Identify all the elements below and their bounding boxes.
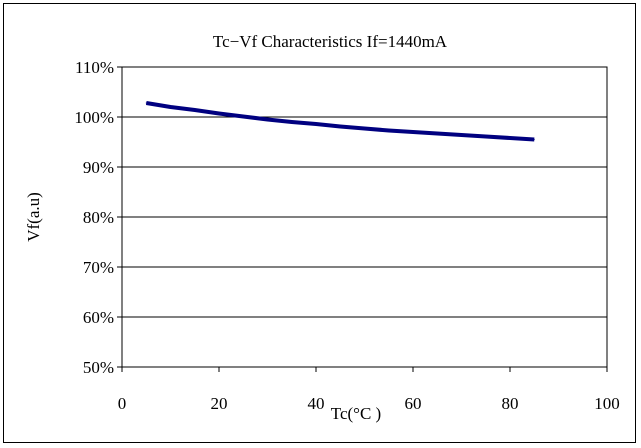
data-point [145, 102, 147, 104]
data-point [267, 119, 268, 120]
y-tick-labels: 110% 100% 90% 80% 70% 60% 50% [74, 58, 122, 377]
chart-title: Tc−Vf Characteristics If=1440mA [213, 32, 448, 51]
y-tick-label: 70% [83, 258, 114, 277]
x-tick-label: 60 [405, 394, 422, 413]
data-point [388, 130, 390, 131]
data-point [364, 128, 365, 129]
x-tick-label: 0 [118, 394, 127, 413]
data-point [315, 123, 317, 125]
data-point [485, 136, 487, 137]
y-tick-label: 50% [83, 358, 114, 377]
x-axis-label: Tc(°C ) [331, 404, 381, 423]
series-group [145, 101, 535, 142]
data-point [339, 126, 341, 127]
data-point [242, 116, 244, 117]
y-tick-label: 90% [83, 158, 114, 177]
data-point [509, 137, 511, 139]
data-point [412, 131, 414, 133]
data-point [218, 113, 220, 114]
x-tick-labels: 0 20 40 60 80 100 [118, 367, 620, 413]
data-point [170, 106, 171, 108]
data-point [533, 139, 535, 140]
x-tick-label: 40 [308, 394, 325, 413]
x-tick-label: 80 [502, 394, 519, 413]
x-tick-label: 20 [211, 394, 228, 413]
data-point [194, 109, 196, 111]
y-tick-label: 80% [83, 208, 114, 227]
y-axis-label: Vf(a.u) [24, 192, 43, 242]
x-tick-label: 100 [594, 394, 620, 413]
gridlines [122, 116, 607, 318]
data-point [436, 133, 438, 134]
data-point [291, 121, 293, 123]
y-tick-label: 60% [83, 308, 114, 327]
y-tick-label: 100% [74, 108, 114, 127]
y-tick-label: 110% [75, 58, 114, 77]
data-point [461, 134, 462, 136]
